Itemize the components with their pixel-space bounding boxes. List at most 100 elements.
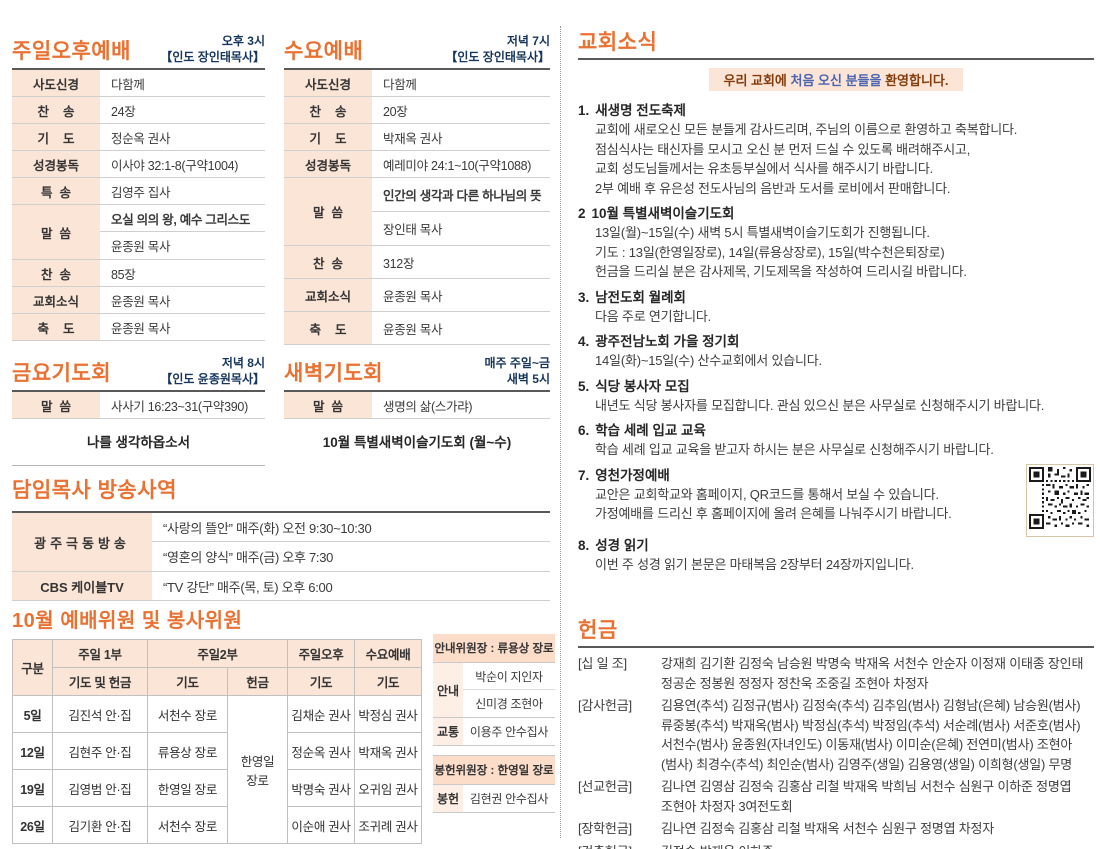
column-header: 기도 <box>147 667 228 696</box>
table-row: 특 송 김영주 집사 <box>12 178 265 206</box>
news-item-title: 남전도회 월례회 <box>595 289 686 305</box>
table-row: 교회소식 윤종원 목사 <box>284 279 550 313</box>
news-item: 3. 남전도회 월례회 다음 주로 연기합니다. <box>578 289 712 324</box>
sermon-speaker: 장인태 목사 <box>383 223 443 238</box>
offering-section: 헌금 [십 일 조] 강재희 김기환 김정숙 남승원 박명숙 박재옥 서천수 안… <box>578 614 1094 849</box>
table-row: 광주극동방송 “사랑의 뜰안” 매주(화) 오전 9:30~10:30 “영혼의… <box>12 513 550 572</box>
column-header: 기도 <box>287 667 356 696</box>
dawn-prayer-section: 새벽기도회 매주 주일~금 새벽 5시 말 씀 생명의 삶(스가랴) 10월 특… <box>284 356 550 451</box>
table-row: 기 도 박재옥 권사 <box>284 124 550 152</box>
news-item: 8. 성경 읽기 이번 주 성경 읽기 본문은 마태복음 2장부터 24장까지입니… <box>578 537 914 572</box>
sermon-title: 오실 의의 왕, 예수 그리스도 <box>100 205 265 233</box>
column-header: 기도 <box>354 667 423 696</box>
service-time-leader: 저녁 7시 【인도 장인태목사】 <box>445 34 550 65</box>
section-header: 금요기도회 저녁 8시 【인도 윤종원목사】 <box>12 356 265 393</box>
friday-note: 나를 생각하옵소서 <box>86 435 191 451</box>
table-row: 12일 김현주 안·집 류용상 장로 정순옥 권사 박재옥 권사 <box>12 732 423 770</box>
offering-section-header: 헌금 <box>578 614 1094 648</box>
service-order-table: 사도신경 다함께 찬 송 24장 기 도 정순옥 권사 성경봉독 이사야 32:1-8(… <box>12 70 265 342</box>
table-row: 5일 김진석 안·집 서천수 장로 한영일 장로 김채순 권사 박정심 권사 <box>12 695 423 844</box>
offering-list: [십 일 조] 강재희 김기환 김정숙 남승원 박명숙 박재옥 서천수 안순자 … <box>578 654 1094 849</box>
service-leader: 【인도 윤종원목사】 <box>160 371 265 386</box>
table-row: 말 씀 생명의 삶(스가랴) <box>284 392 550 420</box>
section-title: 주일오후예배 <box>12 40 131 64</box>
table-row: 찬 송 24장 <box>12 97 265 125</box>
dawn-note: 10월 특별새벽이슬기도회 (월~수) <box>322 435 512 451</box>
service-leader: 【인도 장인태목사】 <box>445 49 550 64</box>
committee-section: 10월 예배위원 및 봉사위원 구분 주일 1부 주일2부 주일오후 수요예배 … <box>12 604 555 844</box>
column-header: 수요예배 <box>354 639 423 668</box>
section-title: 수요예배 <box>284 40 364 64</box>
news-item: 5. 식당 봉사자 모집 내년도 식당 봉사자를 모집합니다. 관심 있으신 분은… <box>578 378 1045 413</box>
table-row: CBS 케이블TV “TV 강단” 매주(목, 토) 오후 6:00 <box>12 572 550 601</box>
merged-offering-cell: 한영일 장로 <box>226 695 289 844</box>
table-row: 축 도 윤종원 목사 <box>284 312 550 346</box>
table-row: 축 도 윤종원 목사 <box>12 314 265 342</box>
section-title: 헌금 <box>578 619 618 642</box>
table-row: 찬 송 85장 <box>12 260 265 288</box>
news-section-header: 교회소식 <box>578 26 1094 60</box>
wednesday-service-section: 수요예배 저녁 7시 【인도 장인태목사】 사도신경 다함께 찬 송 20장 기 도… <box>284 34 550 346</box>
news-item-title: 광주전남노회 가을 정기회 <box>595 334 740 349</box>
table-row: 안내 박순이 지인자 신미경 조현아 <box>433 663 555 718</box>
service-time-leader: 오후 3시 【인도 장인태목사】 <box>160 34 265 65</box>
sermon-title: 인간의 생각과 다른 하나님의 뜻 <box>372 178 550 213</box>
news-item: 6. 학습 세례 입교 교육 학습 세례 입교 교육을 받고자 하시는 분은 사무… <box>578 423 994 457</box>
news-item: 4. 광주전남노회 가을 정기회 14일(화)~15일(수) 산수교회에서 있습니… <box>578 334 822 368</box>
column-divider <box>560 26 561 838</box>
service-time: 오후 3시 <box>221 34 265 48</box>
usher-chair: 안내위원장 : 류용상 장로 <box>433 634 555 663</box>
table-row: 말 씀 사사기 16:23~31(구약390) <box>12 392 265 420</box>
friday-prayer-section: 금요기도회 저녁 8시 【인도 윤종원목사】 말 씀 사사기 16:23~31(… <box>12 356 265 467</box>
section-title: 담임목사 방송사역 <box>12 479 177 502</box>
sermon-speaker: 윤종원 목사 <box>111 240 171 255</box>
news-item: 2 10월 특별새벽이슬기도회 13일(월)~15일(수) 새벽 5시 특별새벽이… <box>578 206 967 279</box>
ushers-side-table: 안내위원장 : 류용상 장로 안내 박순이 지인자 신미경 조현아 교통 이용주… <box>433 634 555 813</box>
sermon-row: 말 씀 인간의 생각과 다른 하나님의 뜻 장인태 목사 <box>284 178 550 247</box>
section-title: 금요기도회 <box>12 362 112 386</box>
news-item-title: 영천가정예배 <box>595 467 670 483</box>
column-header: 주일오후 <box>287 639 356 668</box>
table-row: 찬 송 20장 <box>284 97 550 125</box>
table-row: 봉헌 김현권 안수집사 <box>433 785 555 813</box>
service-order-table: 사도신경 다함께 찬 송 20장 기 도 박재옥 권사 성경봉독 예레미야 24:1~1… <box>284 70 550 346</box>
sunday-afternoon-service-section: 주일오후예배 오후 3시 【인도 장인태목사】 사도신경 다함께 찬 송 24장 기… <box>12 34 265 342</box>
offering-entry: [건축헌금] 김정숙 박재옥 이하준 <box>578 842 1094 849</box>
table-row: 기 도 정순옥 권사 <box>12 124 265 152</box>
news-item-title: 학습 세례 입교 교육 <box>595 423 706 438</box>
right-column: 교회소식 우리 교회에 처음 오신 분들을 환영합니다. 1. 새생명 전도축제 … <box>578 26 1094 849</box>
table-row: 19일 김영범 안·집 한영일 장로 박명숙 권사 오귀임 권사 <box>12 769 423 807</box>
table-row: 26일 김기환 안·집 서천수 장로 이순애 권사 조귀례 권사 <box>12 806 423 844</box>
welcome-banner-wrap: 우리 교회에 처음 오신 분들을 환영합니다. <box>578 68 1094 91</box>
service-leader: 【인도 장인태목사】 <box>160 49 265 64</box>
section-title: 새벽기도회 <box>284 362 384 386</box>
column-header: 주일 1부 <box>52 639 148 668</box>
service-time-leader: 매주 주일~금 새벽 5시 <box>484 356 550 387</box>
sermon-row: 말 씀 오실 의의 왕, 예수 그리스도 윤종원 목사 <box>12 205 265 261</box>
table-row: 사도신경 다함께 <box>284 70 550 98</box>
offering-entry: [십 일 조] 강재희 김기환 김정숙 남승원 박명숙 박재옥 서천수 안순자 … <box>578 656 1084 691</box>
section-title: 교회소식 <box>578 31 658 54</box>
qr-code-icon <box>1026 463 1094 537</box>
service-time: 저녁 8시 <box>221 356 265 370</box>
table-row: 교통 이용주 안수집사 <box>433 718 555 746</box>
column-header: 기도 및 헌금 <box>52 667 148 696</box>
broadcast-table: 광주극동방송 “사랑의 뜰안” 매주(화) 오전 9:30~10:30 “영혼의… <box>12 511 550 601</box>
column-header: 구분 <box>12 639 53 696</box>
offering-entry: [감사헌금] 김용연(추석) 김정규(범사) 김정숙(추석) 김추임(범사) 김… <box>578 698 1081 772</box>
service-time: 저녁 7시 <box>506 34 550 48</box>
offering-entry: [장학헌금] 김나연 김정숙 김홍삼 리철 박재옥 서천수 심원구 정명엽 차정… <box>578 821 995 836</box>
news-item-title: 10월 특별새벽이슬기도회 <box>591 206 735 221</box>
service-time-leader: 저녁 8시 【인도 윤종원목사】 <box>160 356 265 387</box>
offering-entry: [선교헌금] 김나연 김영삼 김정숙 김홍삼 리철 박재옥 박희님 서천수 심원… <box>578 779 1072 814</box>
table-row: 교회소식 윤종원 목사 <box>12 287 265 315</box>
committee-table: 구분 주일 1부 주일2부 주일오후 수요예배 기도 및 헌금 기도 헌금 기도… <box>12 639 423 844</box>
section-header: 주일오후예배 오후 3시 【인도 장인태목사】 <box>12 34 265 71</box>
news-item-title: 성경 읽기 <box>595 537 649 553</box>
section-title: 10월 예배위원 및 봉사위원 <box>12 610 243 632</box>
section-header: 새벽기도회 매주 주일~금 새벽 5시 <box>284 356 550 393</box>
news-item-title: 새생명 전도축제 <box>595 103 686 118</box>
table-row: 사도신경 다함께 <box>12 70 265 98</box>
section-header: 수요예배 저녁 7시 【인도 장인태목사】 <box>284 34 550 71</box>
